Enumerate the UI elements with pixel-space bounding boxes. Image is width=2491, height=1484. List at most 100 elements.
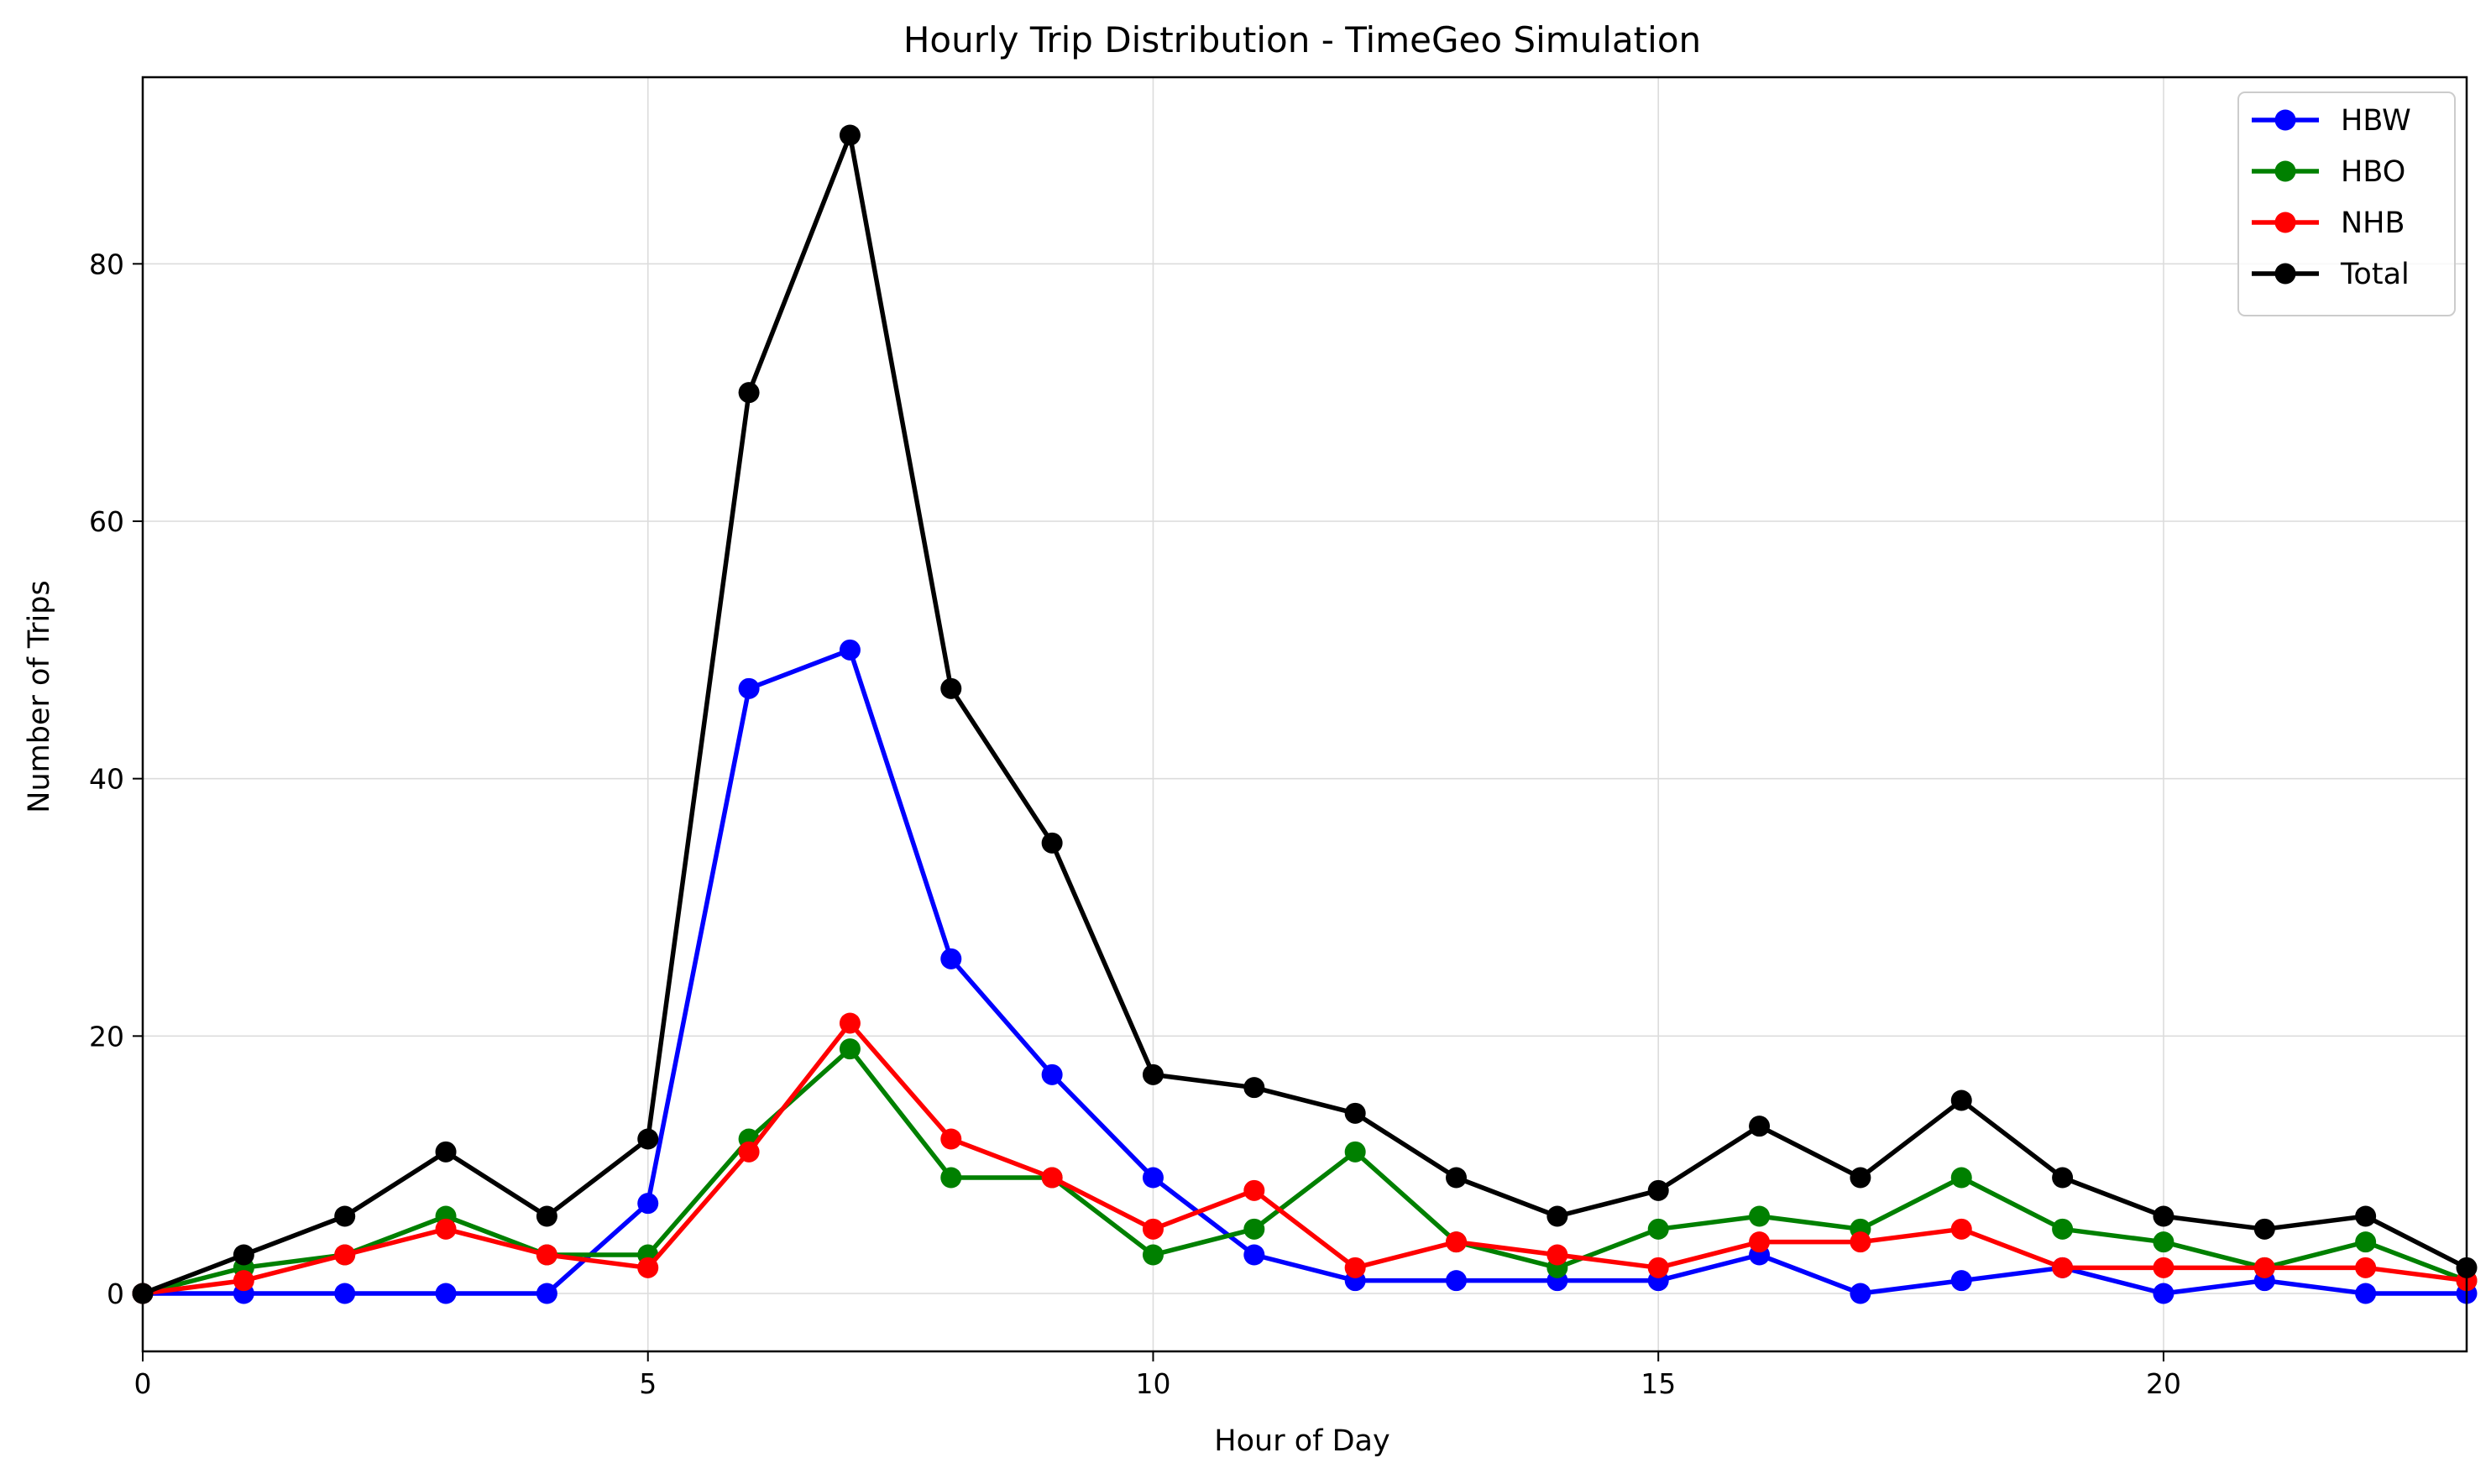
data-point-nhb — [536, 1244, 557, 1266]
data-point-total — [940, 677, 962, 699]
data-point-hbo — [940, 1167, 962, 1189]
data-point-nhb — [1850, 1231, 1871, 1253]
data-point-hbo — [1950, 1167, 1972, 1189]
data-point-nhb — [2052, 1257, 2074, 1278]
data-point-hbw — [1850, 1283, 1871, 1304]
legend-label-total: Total — [2340, 258, 2410, 291]
legend: HBW HBO NHB Total — [2237, 91, 2456, 316]
legend-label-nhb: NHB — [2341, 206, 2405, 240]
data-point-total — [1243, 1077, 1265, 1099]
data-point-hbo — [1344, 1141, 1366, 1163]
legend-box — [2237, 91, 2456, 316]
data-point-total — [2253, 1218, 2275, 1240]
data-point-nhb — [940, 1128, 962, 1150]
data-point-hbw — [738, 677, 760, 699]
data-point-hbw — [2355, 1283, 2377, 1304]
x-tick-label: 20 — [2146, 1367, 2181, 1400]
legend-entry-nhb: NHB — [2252, 206, 2405, 240]
legend-marker-hbo — [2274, 160, 2296, 182]
data-point-nhb — [1344, 1257, 1366, 1278]
data-point-hbw — [1041, 1063, 1063, 1085]
data-point-total — [839, 124, 861, 146]
data-point-total — [1446, 1167, 1468, 1189]
x-axis-ticks: 0 5 10 15 20 — [134, 1351, 2181, 1400]
data-point-nhb — [2253, 1257, 2275, 1278]
data-point-nhb — [1950, 1218, 1972, 1240]
data-point-hbw — [334, 1283, 356, 1304]
data-point-total — [1749, 1116, 1771, 1137]
data-point-hbw — [2153, 1283, 2174, 1304]
data-point-nhb — [233, 1270, 254, 1292]
legend-label-hbw: HBW — [2341, 104, 2411, 138]
y-tick-label: 40 — [89, 763, 124, 796]
x-tick-label: 5 — [639, 1367, 657, 1400]
y-axis-label: Number of Trips — [23, 580, 56, 813]
data-point-total — [536, 1205, 557, 1227]
data-point-nhb — [1446, 1231, 1468, 1253]
data-point-total — [738, 382, 760, 404]
data-point-hbo — [1142, 1244, 1164, 1266]
data-point-hbo — [2355, 1231, 2377, 1253]
data-point-hbw — [1950, 1270, 1972, 1292]
axes-frame — [141, 76, 2468, 1353]
data-point-nhb — [1041, 1167, 1063, 1189]
data-point-hbo — [2052, 1218, 2074, 1240]
data-point-hbo — [2153, 1231, 2174, 1253]
x-axis-label: Hour of Day — [1214, 1424, 1389, 1458]
data-point-total — [233, 1244, 254, 1266]
data-point-hbw — [435, 1283, 457, 1304]
x-tick-label: 10 — [1135, 1367, 1170, 1400]
data-point-total — [1950, 1089, 1972, 1111]
series-line-total — [140, 133, 2469, 1296]
data-point-hbo — [1647, 1218, 1669, 1240]
data-point-nhb — [1647, 1257, 1669, 1278]
data-point-hbw — [839, 639, 861, 661]
legend-entry-hbw: HBW — [2252, 104, 2411, 138]
data-point-total — [2153, 1205, 2174, 1227]
legend-marker-total — [2274, 263, 2296, 285]
series-line-hbw — [140, 647, 2469, 1296]
legend-label-hbo: HBO — [2341, 155, 2405, 189]
data-point-hbw — [637, 1193, 659, 1215]
data-point-nhb — [839, 1012, 861, 1034]
y-tick-label: 60 — [89, 505, 124, 538]
data-point-nhb — [1142, 1218, 1164, 1240]
y-tick-label: 80 — [89, 248, 124, 280]
data-point-total — [1647, 1179, 1669, 1201]
chart-title: Hourly Trip Distribution - TimeGeo Simul… — [903, 19, 1701, 60]
y-tick-label: 20 — [89, 1020, 124, 1053]
data-point-total — [1546, 1205, 1568, 1227]
data-point-nhb — [1546, 1244, 1568, 1266]
data-point-nhb — [637, 1257, 659, 1278]
y-axis-ticks: 0 20 40 60 80 — [89, 248, 143, 1310]
data-point-nhb — [738, 1141, 760, 1163]
data-point-nhb — [435, 1218, 457, 1240]
y-tick-label: 0 — [107, 1278, 124, 1310]
data-point-nhb — [2355, 1257, 2377, 1278]
data-point-total — [637, 1128, 659, 1150]
data-point-hbw — [1142, 1167, 1164, 1189]
data-point-total — [1142, 1063, 1164, 1085]
data-point-total — [1850, 1167, 1871, 1189]
data-point-hbw — [1243, 1244, 1265, 1266]
legend-marker-hbw — [2274, 109, 2296, 131]
data-point-hbw — [536, 1283, 557, 1304]
data-point-nhb — [1243, 1179, 1265, 1201]
data-point-hbw — [1446, 1270, 1468, 1292]
data-point-hbo — [839, 1038, 861, 1060]
plot-area: 0 5 10 15 20 0 20 40 60 80 — [89, 76, 2478, 1400]
x-tick-label: 15 — [1641, 1367, 1676, 1400]
data-point-total — [334, 1205, 356, 1227]
series-line-nhb — [140, 1021, 2469, 1296]
data-point-nhb — [334, 1244, 356, 1266]
data-point-nhb — [2153, 1257, 2174, 1278]
data-point-total — [2052, 1167, 2074, 1189]
x-tick-label: 0 — [134, 1367, 152, 1400]
data-point-nhb — [1749, 1231, 1771, 1253]
data-point-hbw — [940, 948, 962, 969]
data-point-total — [435, 1141, 457, 1163]
data-point-hbo — [1749, 1205, 1771, 1227]
data-point-hbo — [1243, 1218, 1265, 1240]
